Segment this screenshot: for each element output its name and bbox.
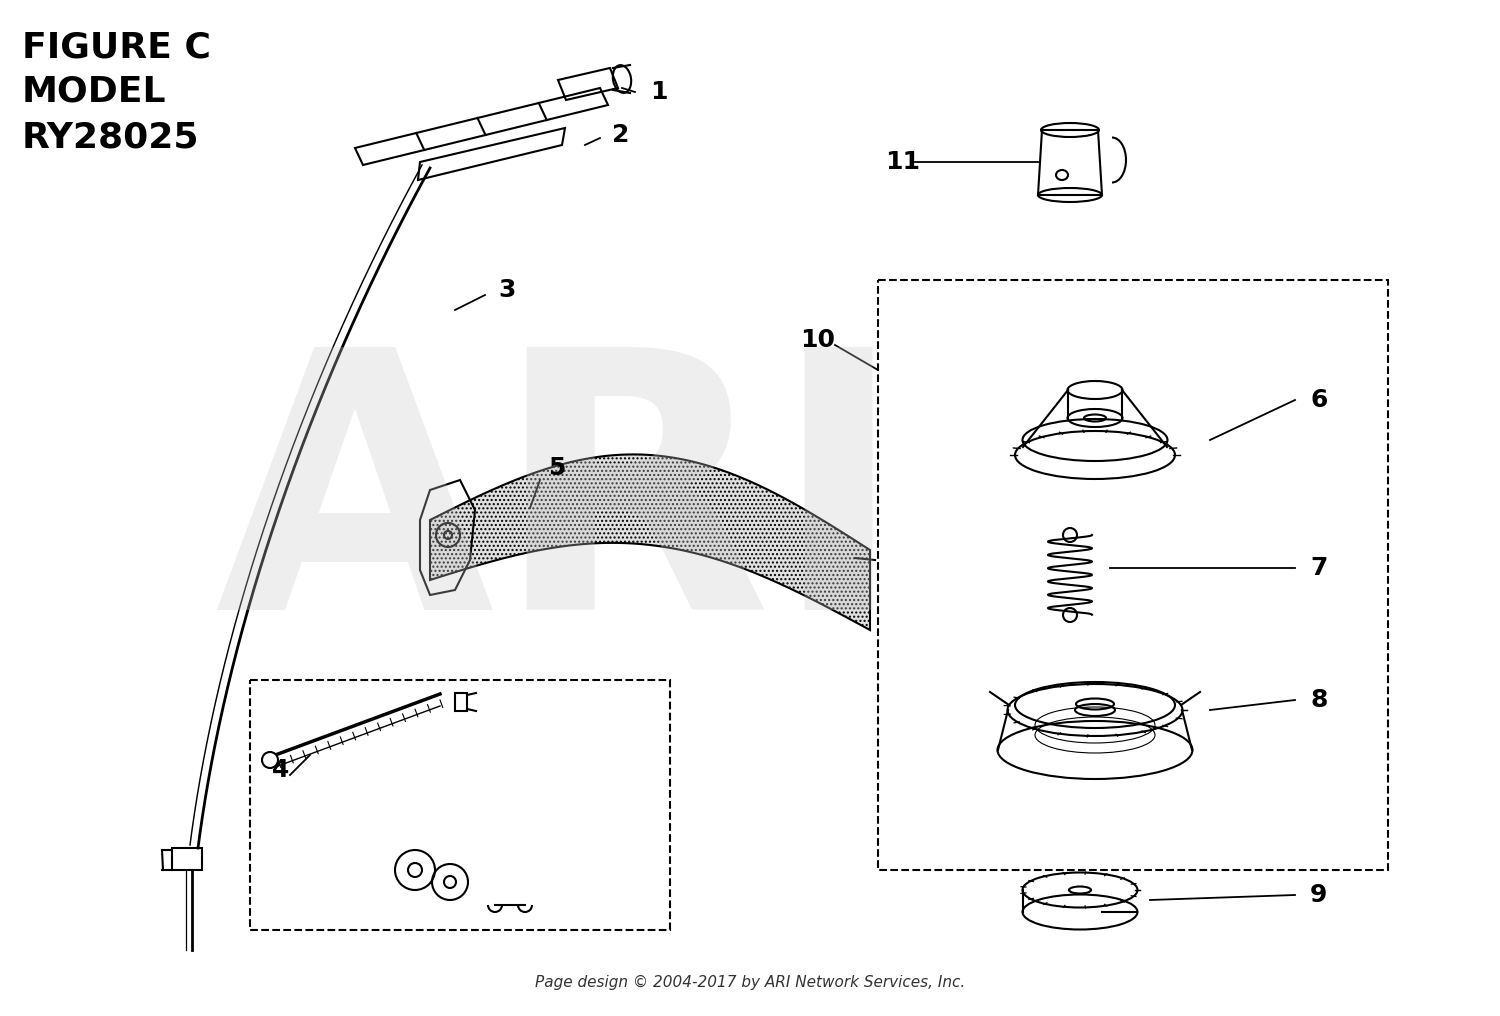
Text: FIGURE C: FIGURE C bbox=[22, 30, 212, 64]
Text: 6: 6 bbox=[1310, 388, 1328, 412]
Bar bbox=[251, 680, 671, 930]
Bar bbox=[878, 280, 1388, 870]
Polygon shape bbox=[430, 454, 870, 630]
Text: 9: 9 bbox=[1310, 883, 1328, 907]
Bar bbox=[454, 693, 466, 711]
Text: 4: 4 bbox=[272, 758, 290, 782]
Text: 7: 7 bbox=[1310, 556, 1328, 580]
Text: ARI: ARI bbox=[214, 335, 906, 685]
Text: 11: 11 bbox=[885, 150, 920, 174]
Text: 8: 8 bbox=[1310, 688, 1328, 712]
Text: 3: 3 bbox=[498, 278, 516, 302]
Text: Page design © 2004-2017 by ARI Network Services, Inc.: Page design © 2004-2017 by ARI Network S… bbox=[536, 975, 964, 990]
Text: 1: 1 bbox=[650, 80, 668, 104]
Text: 10: 10 bbox=[800, 328, 836, 352]
Text: MODEL: MODEL bbox=[22, 75, 166, 109]
Text: 2: 2 bbox=[612, 123, 630, 147]
Text: RY28025: RY28025 bbox=[22, 120, 200, 154]
Bar bbox=[172, 848, 202, 870]
Text: 5: 5 bbox=[548, 456, 566, 480]
